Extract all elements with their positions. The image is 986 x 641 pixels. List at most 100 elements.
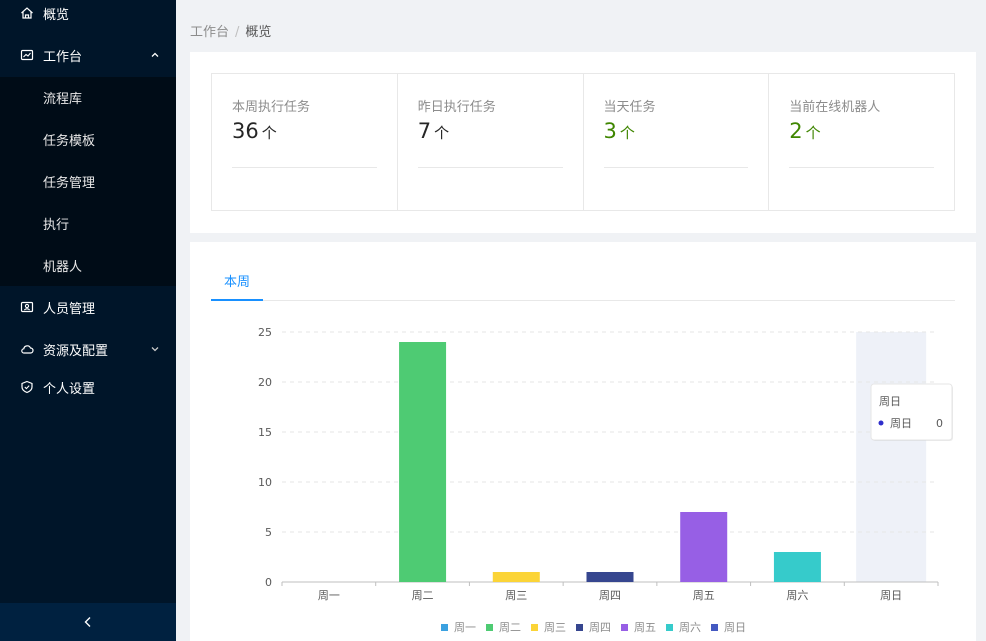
sidebar-item-resources[interactable]: 资源及配置: [0, 329, 176, 369]
legend-label: 周日: [724, 621, 746, 634]
divider: [603, 167, 749, 168]
chevron-up-icon: [151, 52, 159, 57]
sidebar-item-label: 人员管理: [43, 301, 96, 317]
tooltip-series-name: 周日: [890, 417, 912, 430]
stat-unit: 个: [619, 124, 635, 142]
sidebar-item-label: 个人设置: [43, 381, 96, 397]
legend-swatch: [621, 624, 628, 631]
x-tick-label: 周三: [505, 589, 527, 602]
submenu-item-task-management[interactable]: 任务管理: [0, 161, 176, 201]
breadcrumb-root[interactable]: 工作台: [190, 25, 230, 40]
legend-label: 周一: [454, 621, 476, 634]
bar-4: [586, 572, 634, 582]
home-icon: [21, 7, 33, 19]
x-tick-label: 周五: [693, 589, 715, 602]
stat-unit: 个: [805, 124, 821, 142]
workbench-submenu: 流程库 任务模板 任务管理 执行 机器人: [0, 77, 176, 286]
stat-number: 36: [232, 119, 259, 143]
x-tick-label: 周六: [786, 589, 808, 602]
submenu-item-label: 任务管理: [43, 175, 96, 191]
stat-unit: 个: [434, 124, 450, 142]
y-tick-label: 25: [258, 326, 272, 339]
breadcrumb-separator: /: [235, 25, 240, 40]
legend-label: 周二: [499, 621, 521, 634]
dashboard-icon: [20, 49, 34, 61]
x-tick-label: 周日: [880, 589, 902, 602]
sidebar-item-workbench[interactable]: 工作台: [0, 35, 176, 75]
stat-number: 7: [417, 119, 432, 143]
legend-label: 周三: [544, 621, 566, 634]
submenu-item-execute[interactable]: 执行: [0, 203, 176, 243]
legend-swatch: [576, 624, 583, 631]
sidebar-item-label: 工作台: [43, 49, 83, 65]
stat-title: 昨日执行任务: [417, 100, 496, 115]
x-tick-label: 周二: [412, 589, 434, 602]
stat-title: 当天任务: [603, 100, 656, 115]
submenu-item-label: 任务模板: [43, 133, 96, 149]
legend-swatch: [441, 624, 448, 631]
sidebar-item-personnel[interactable]: 人员管理: [0, 287, 176, 327]
submenu-item-process-library[interactable]: 流程库: [0, 77, 176, 117]
legend-swatch: [666, 624, 673, 631]
submenu-item-robot[interactable]: 机器人: [0, 245, 176, 285]
submenu-item-label: 流程库: [43, 91, 83, 107]
submenu-item-label: 执行: [43, 217, 70, 233]
sidebar-item-label: 概览: [43, 7, 70, 23]
tooltip-value: 0: [936, 417, 943, 430]
stat-value: 36 个: [232, 119, 277, 143]
stat-number: 3: [603, 119, 617, 143]
bar-6: [773, 552, 821, 582]
divider: [417, 167, 563, 168]
stat-number: 2: [789, 119, 803, 143]
tooltip-title: 周日: [879, 395, 901, 408]
legend-swatch: [486, 624, 493, 631]
y-tick-label: 15: [258, 426, 272, 439]
chevron-left-icon: [84, 617, 91, 627]
sidebar: 概览 工作台 流程库 任务模板 任务管理 执行 机器人: [0, 0, 176, 641]
submenu-item-task-template[interactable]: 任务模板: [0, 119, 176, 159]
legend-swatch: [531, 624, 538, 631]
tooltip-box: [870, 383, 953, 441]
legend-swatch: [711, 624, 718, 631]
legend-label: 周四: [589, 621, 611, 634]
bar-5: [680, 512, 728, 582]
cloud-icon: [21, 345, 34, 354]
x-tick-label: 周四: [599, 589, 621, 602]
hover-highlight-band: [856, 332, 927, 582]
y-tick-label: 5: [265, 526, 272, 539]
sidebar-collapse-button[interactable]: [0, 603, 176, 641]
stat-title: 当前在线机器人: [789, 100, 881, 115]
user-card-icon: [20, 301, 34, 313]
shield-icon: [21, 380, 33, 394]
y-tick-label: 10: [258, 476, 272, 489]
submenu-item-label: 机器人: [43, 259, 83, 275]
legend-label: 周五: [634, 621, 656, 634]
y-tick-label: 20: [258, 376, 272, 389]
divider: [232, 167, 377, 168]
tab-this-week[interactable]: 本周: [211, 272, 263, 301]
x-tick-label: 周一: [318, 589, 340, 602]
bar-3: [492, 572, 540, 582]
legend-label: 周六: [679, 621, 701, 634]
breadcrumb-current: 概览: [245, 25, 272, 40]
tooltip-series-dot: [878, 420, 884, 426]
bar-2: [399, 342, 447, 582]
stat-card-weekly-tasks: 本周执行任务 36 个: [212, 74, 398, 210]
tab-bar: 本周: [211, 272, 955, 301]
divider: [789, 167, 934, 168]
sidebar-item-label: 资源及配置: [43, 343, 109, 359]
sidebar-item-personal-settings[interactable]: 个人设置: [0, 367, 176, 407]
chart-panel: 本周 0 5 10 15 20 25 周一 周二 周三 周四 周五 周六 周日 周一 周二 周三 周四 周五 周六周…: [190, 242, 976, 641]
breadcrumb: 工作台 / 概览: [190, 21, 271, 40]
sidebar-item-overview[interactable]: 概览: [0, 0, 176, 33]
y-tick-label: 0: [265, 576, 272, 589]
